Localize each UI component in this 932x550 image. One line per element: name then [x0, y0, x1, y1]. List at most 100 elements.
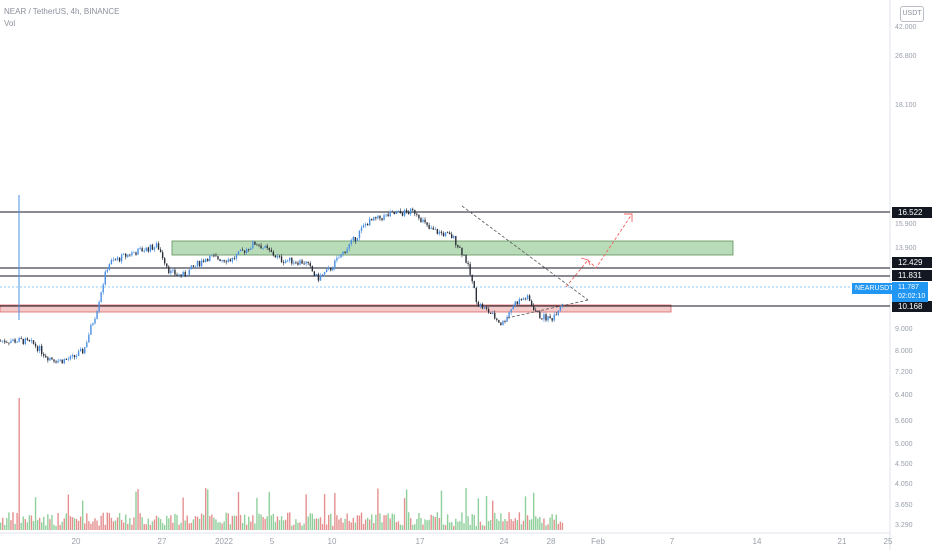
volume-bar: [537, 518, 539, 530]
volume-bar: [67, 494, 70, 530]
candle-body: [305, 261, 307, 264]
candle-body: [141, 248, 143, 252]
candle-body: [377, 215, 379, 219]
candle-body: [155, 243, 158, 248]
volume-bar: [147, 518, 149, 530]
volume-bar: [475, 525, 477, 530]
candle-body: [291, 257, 293, 264]
volume-bar: [289, 512, 291, 530]
candle-body: [243, 250, 246, 253]
volume-bar: [467, 516, 469, 530]
candle-body: [53, 359, 55, 362]
volume-bar: [143, 523, 145, 530]
candle-body: [508, 312, 510, 318]
volume-bar: [516, 520, 518, 530]
volume-bar: [287, 512, 289, 530]
candle-body: [254, 241, 256, 245]
candle-body: [389, 211, 391, 217]
volume-bar: [487, 521, 490, 530]
volume-bar: [20, 522, 22, 530]
candle-body: [57, 360, 59, 363]
volume-bar: [256, 497, 258, 530]
volume-bar: [336, 515, 338, 530]
candle-body: [479, 303, 482, 307]
candle-body: [395, 212, 398, 215]
y-tick-label: 13.900: [895, 245, 917, 252]
candle-body: [477, 301, 480, 307]
candle-body: [418, 214, 420, 219]
volume-bar: [133, 517, 135, 530]
currency-button[interactable]: USDT: [900, 6, 924, 22]
candle-body: [194, 265, 197, 267]
volume-bar: [342, 522, 344, 530]
y-tick-label: 26.800: [895, 53, 917, 60]
volume-bar: [86, 513, 88, 530]
volume-bar: [369, 519, 371, 530]
candle-body: [399, 210, 402, 214]
candle-body: [325, 269, 328, 273]
volume-bar: [215, 519, 217, 530]
candle-body: [528, 295, 531, 301]
candle-body: [397, 210, 400, 213]
candle-body: [225, 261, 227, 263]
candle-body: [309, 263, 311, 267]
volume-bar: [391, 513, 393, 530]
candle-body: [112, 259, 115, 261]
volume-bar: [221, 523, 223, 530]
volume-bar: [123, 522, 125, 530]
candle-body: [272, 251, 275, 256]
candle-body: [69, 356, 72, 360]
candle-body: [442, 232, 445, 237]
candle-body: [348, 244, 350, 249]
candle-body: [110, 259, 113, 265]
candle-body: [446, 232, 449, 234]
y-tick-label: 3.290: [895, 522, 913, 529]
volume-bar: [176, 514, 178, 530]
candle-body: [549, 316, 551, 319]
volume-bar: [10, 520, 12, 530]
candle-body: [149, 244, 152, 252]
candle-body: [106, 269, 108, 272]
candle-body: [297, 262, 299, 265]
volume-bar: [356, 515, 359, 530]
candle-body: [436, 229, 439, 234]
candle-body: [555, 314, 557, 316]
volume-bar: [422, 524, 424, 530]
volume-bar: [438, 517, 441, 530]
volume-bar: [63, 518, 65, 530]
y-tick-label: 7.200: [895, 369, 913, 376]
candle-body: [88, 334, 90, 343]
volume-bar: [403, 498, 406, 530]
volume-bar: [24, 519, 26, 530]
volume-bar: [276, 516, 279, 530]
volume-bar: [168, 518, 170, 530]
volume-bar: [344, 518, 346, 530]
candle-body: [516, 301, 518, 305]
candle-body: [354, 237, 357, 242]
candle-body: [465, 254, 467, 263]
projection-arrowhead-1: [580, 257, 591, 266]
triangle-upper-line: [461, 205, 589, 301]
volume-bar: [387, 513, 389, 530]
x-tick-label: 20: [71, 537, 81, 546]
candle-body: [317, 273, 320, 281]
candle-body: [340, 254, 342, 258]
candle-body: [416, 213, 418, 215]
volume-bar: [407, 512, 410, 530]
candle-body: [213, 255, 215, 257]
candle-body: [469, 264, 471, 275]
candle-body: [551, 318, 553, 321]
candle-body: [424, 219, 426, 223]
volume-bar: [412, 524, 414, 530]
candle-body: [422, 219, 424, 222]
candle-body: [188, 269, 190, 276]
volume-bar: [43, 516, 45, 530]
candle-body: [186, 275, 188, 276]
candle-body: [41, 345, 43, 355]
volume-bar: [26, 522, 29, 530]
candle-body: [36, 346, 39, 351]
candle-body: [330, 267, 332, 271]
volume-bar: [436, 512, 439, 530]
volume-bar: [84, 523, 86, 530]
